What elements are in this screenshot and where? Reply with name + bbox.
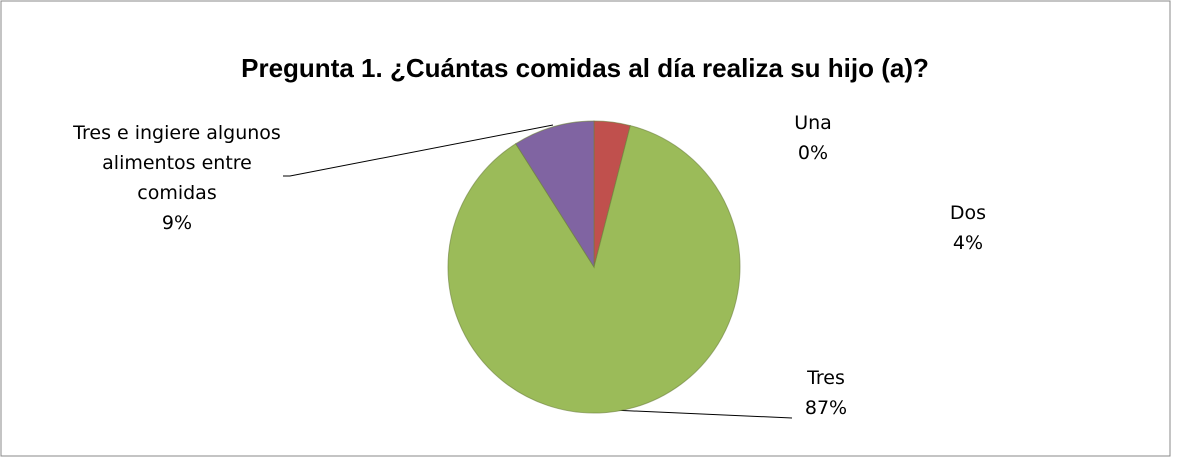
leader-line [611,409,793,419]
category-label: Tres [807,367,845,389]
value-label: 0% [797,142,829,164]
pie-slice [515,120,595,269]
value-label: 87% [804,397,848,419]
value-label: 9% [161,212,193,234]
slice-label: Dos 4% [918,198,1018,258]
pie-slice [447,124,741,414]
leader-line [283,124,554,177]
slice-label: Tres 87% [776,363,876,423]
value-label: 4% [952,232,984,254]
slice-label: Tres e ingiere algunos alimentos entre c… [62,118,292,238]
chart-title: Pregunta 1. ¿Cuántas comidas al día real… [241,53,929,83]
category-label: Dos [949,202,987,224]
category-label: Tres e ingiere algunos alimentos entre c… [73,122,281,204]
slice-label: Una 0% [763,108,863,168]
category-label: Una [794,112,832,134]
